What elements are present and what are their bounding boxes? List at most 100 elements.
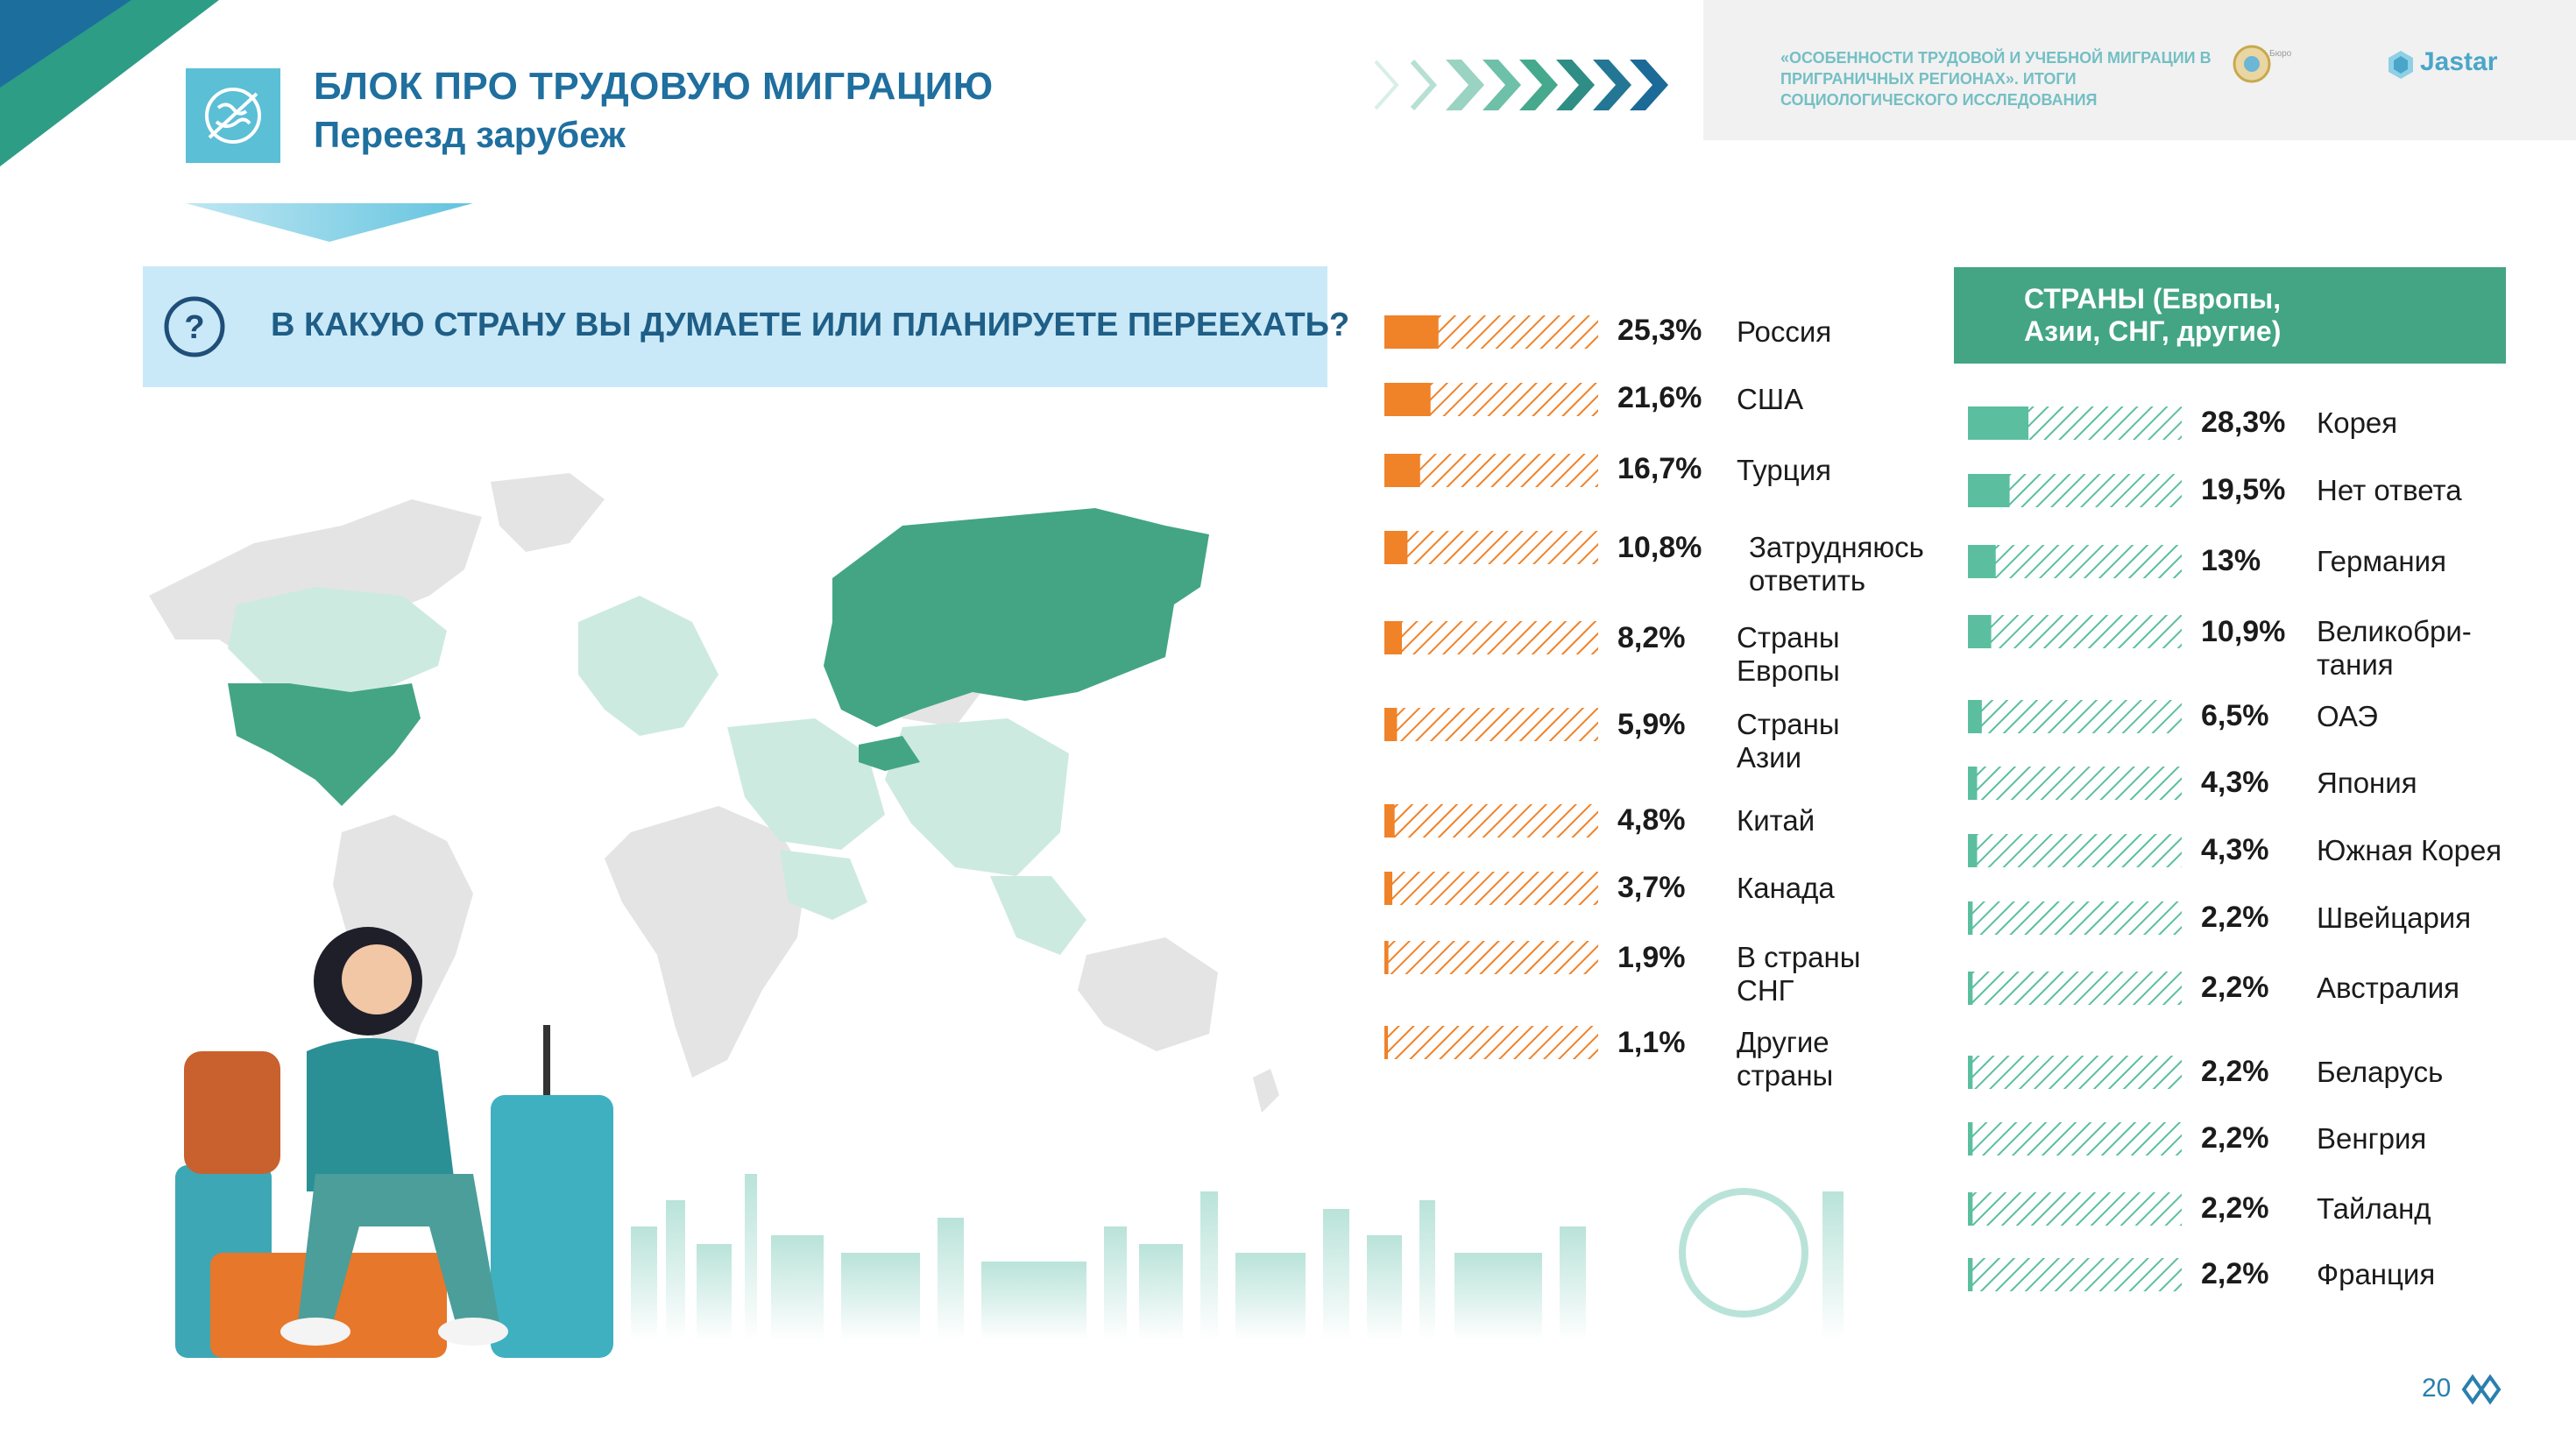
bar-value-label: 2,2% bbox=[2201, 901, 2269, 934]
chart-title: СТРАНЫ (Европы, Азии, СНГ, другие) bbox=[2024, 283, 2282, 347]
bar-track bbox=[1384, 708, 1598, 741]
bar-category-label: Южная Корея bbox=[2317, 834, 2502, 866]
bar-value-label: 4,3% bbox=[2201, 833, 2269, 866]
bar-category-label: Китай bbox=[1737, 804, 1815, 837]
emblem-icon bbox=[2233, 45, 2271, 83]
bar-track bbox=[1968, 1056, 2182, 1089]
bar-category-label: Австралия bbox=[2317, 972, 2460, 1004]
bar-category-label: Венгрия bbox=[2317, 1122, 2427, 1155]
agency-name: Бюро bbox=[2269, 49, 2292, 59]
bar-track bbox=[1968, 545, 2182, 578]
ornament-icon bbox=[2461, 1374, 2502, 1405]
bar-fill bbox=[1384, 383, 1431, 416]
bar-fill bbox=[1968, 1056, 1973, 1089]
bar-category-label: Великобри- тания bbox=[2317, 615, 2472, 681]
page-title: БЛОК ПРО ТРУДОВУЮ МИГРАЦИЮ bbox=[314, 65, 994, 108]
bar-category-label: Другие страны bbox=[1737, 1026, 1834, 1092]
bar-track bbox=[1968, 834, 2182, 867]
bar-category-label: Страны Азии bbox=[1737, 708, 1840, 774]
bar-category-label: В страны СНГ bbox=[1737, 941, 1861, 1007]
bar-value-label: 2,2% bbox=[2201, 971, 2269, 1004]
bar-category-label: США bbox=[1737, 383, 1804, 415]
bar-category-label: Тайланд bbox=[2317, 1192, 2431, 1225]
bar-category-label: Корея bbox=[2317, 406, 2398, 439]
question-banner: ? В КАКУЮ СТРАНУ ВЫ ДУМАЕТЕ ИЛИ ПЛАНИРУЕ… bbox=[143, 266, 1349, 387]
city-skyline bbox=[631, 1174, 1844, 1340]
bar-category-label: Швейцария bbox=[2317, 901, 2472, 934]
bar-track bbox=[1968, 700, 2182, 733]
jastar-brand: Jastar bbox=[2420, 47, 2498, 76]
chevron-decoration bbox=[1374, 60, 1668, 110]
bar-fill bbox=[1384, 804, 1395, 838]
bar-track bbox=[1384, 383, 1598, 416]
bar-value-label: 25,3% bbox=[1617, 314, 1702, 347]
bar-category-label: Япония bbox=[2317, 767, 2417, 799]
bar-track bbox=[1384, 941, 1598, 974]
bar-track bbox=[1968, 767, 2182, 800]
bar-category-label: Нет ответа bbox=[2317, 474, 2462, 506]
bar-value-label: 4,3% bbox=[2201, 766, 2269, 799]
bar-category-label: Беларусь bbox=[2317, 1056, 2444, 1088]
bar-value-label: 28,3% bbox=[2201, 406, 2286, 439]
bar-track bbox=[1384, 621, 1598, 654]
bar-fill bbox=[1968, 834, 1978, 867]
bar-fill bbox=[1968, 1122, 1973, 1156]
corner-decoration bbox=[0, 0, 219, 166]
bar-track bbox=[1968, 406, 2182, 440]
bar-fill bbox=[1384, 708, 1398, 741]
bar-value-label: 2,2% bbox=[2201, 1121, 2269, 1155]
bar-value-label: 4,8% bbox=[1617, 803, 1686, 837]
svg-text:?: ? bbox=[184, 309, 204, 346]
bar-fill bbox=[1384, 454, 1420, 487]
bar-category-label: Страны Европы bbox=[1737, 621, 1840, 687]
page-subtitle: Переезд зарубеж bbox=[314, 114, 626, 155]
bar-category-label: ОАЭ bbox=[2317, 700, 2378, 732]
bar-category-label: Франция bbox=[2317, 1258, 2436, 1290]
bar-value-label: 10,9% bbox=[2201, 615, 2286, 648]
bar-fill bbox=[1968, 1192, 1973, 1226]
page-number: 20 bbox=[2422, 1374, 2452, 1403]
bar-value-label: 2,2% bbox=[2201, 1257, 2269, 1290]
bar-track bbox=[1384, 531, 1598, 564]
bar-track bbox=[1384, 872, 1598, 905]
bar-track bbox=[1384, 804, 1598, 838]
bar-value-label: 6,5% bbox=[2201, 699, 2269, 732]
bar-track bbox=[1968, 1192, 2182, 1226]
bar-fill bbox=[1384, 315, 1439, 349]
bar-track bbox=[1384, 1026, 1598, 1059]
bar-value-label: 10,8% bbox=[1617, 531, 1702, 564]
jastar-logo-icon bbox=[2388, 51, 2413, 79]
bar-value-label: 2,2% bbox=[2201, 1055, 2269, 1088]
bar-track bbox=[1968, 615, 2182, 648]
bar-category-label: Канада bbox=[1737, 872, 1835, 904]
bar-fill bbox=[1968, 545, 1996, 578]
bar-value-label: 16,7% bbox=[1617, 452, 1702, 485]
bar-track bbox=[1968, 474, 2182, 507]
bar-category-label: Германия bbox=[2317, 545, 2446, 577]
bar-fill bbox=[1384, 941, 1389, 974]
report-banner: «ОСОБЕННОСТИ ТРУДОВОЙ И УЧЕБНОЙ МИГРАЦИИ… bbox=[1703, 0, 2576, 140]
bar-track bbox=[1968, 1122, 2182, 1156]
bar-fill bbox=[1384, 531, 1408, 564]
bar-fill bbox=[1968, 406, 2029, 440]
bar-fill bbox=[1968, 1258, 1973, 1291]
bar-fill bbox=[1968, 474, 2010, 507]
header-pointer bbox=[186, 203, 473, 242]
bar-fill bbox=[1384, 621, 1403, 654]
traveler-illustration bbox=[175, 927, 613, 1358]
question-icon: ? bbox=[164, 296, 225, 357]
bar-fill bbox=[1968, 615, 1992, 648]
question-text: В КАКУЮ СТРАНУ ВЫ ДУМАЕТЕ ИЛИ ПЛАНИРУЕТЕ… bbox=[271, 307, 1350, 343]
world-map bbox=[149, 473, 1279, 1113]
bar-fill bbox=[1384, 1026, 1388, 1059]
bar-category-label: Турция bbox=[1737, 454, 1831, 486]
bar-track bbox=[1384, 454, 1598, 487]
bar-track bbox=[1968, 972, 2182, 1005]
bar-value-label: 8,2% bbox=[1617, 621, 1686, 654]
bar-fill bbox=[1384, 872, 1393, 905]
bar-track bbox=[1968, 1258, 2182, 1291]
bar-value-label: 5,9% bbox=[1617, 708, 1686, 741]
bar-fill bbox=[1968, 767, 1978, 800]
migration-globe-icon bbox=[186, 68, 280, 163]
bar-track bbox=[1384, 315, 1598, 349]
